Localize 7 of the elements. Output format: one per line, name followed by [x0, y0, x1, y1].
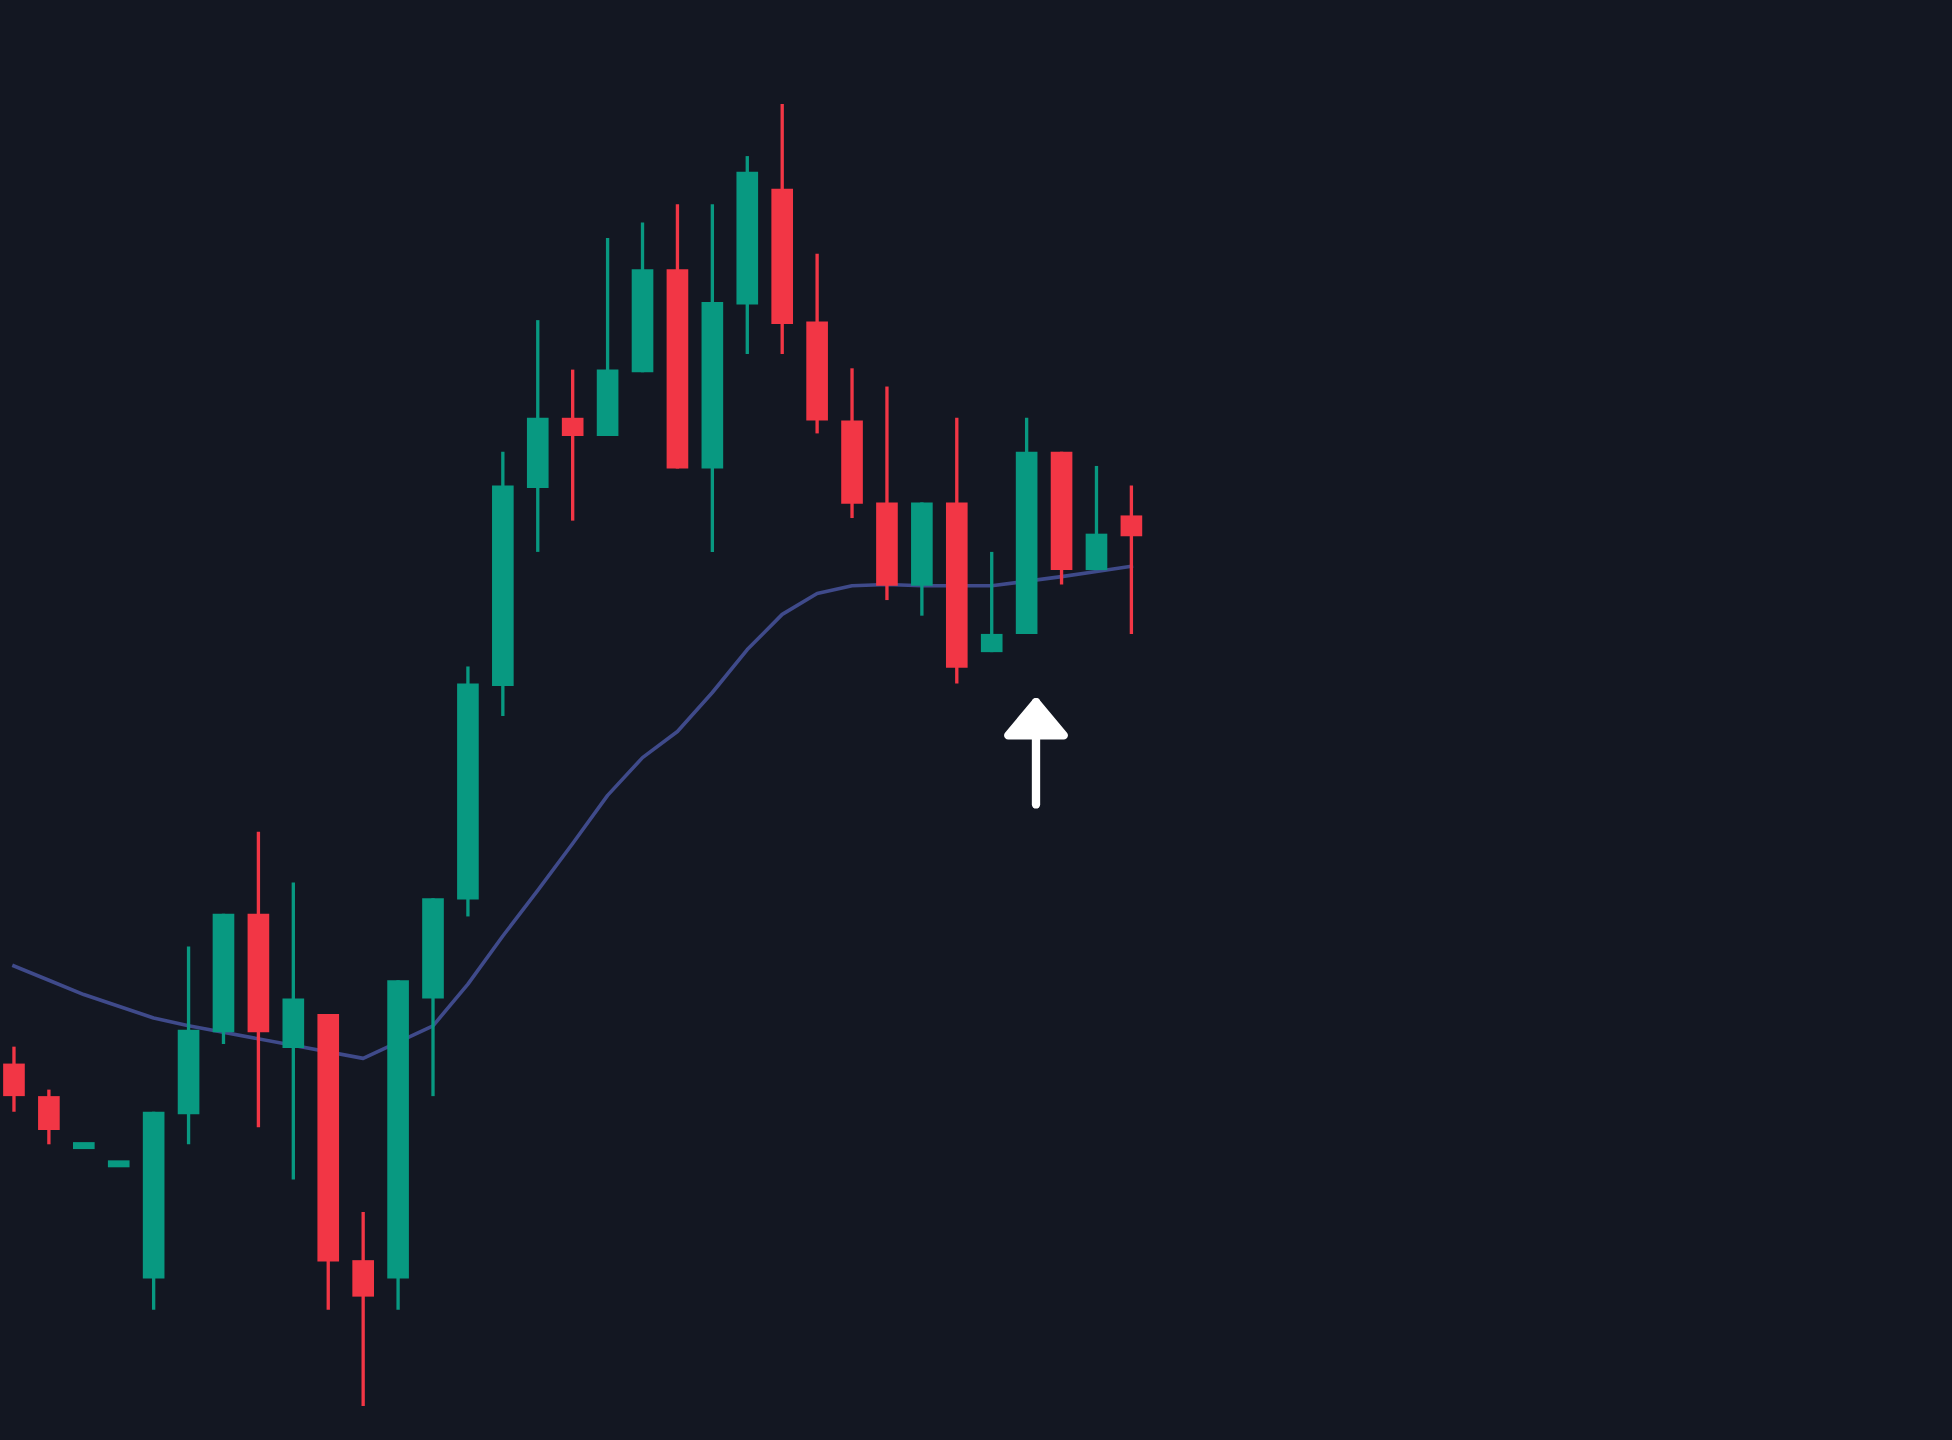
- candlestick: [1085, 464, 1108, 572]
- candlestick: [352, 1210, 374, 1408]
- candlestick: [561, 367, 584, 523]
- candlestick: [980, 550, 1003, 654]
- candlestick: [3, 1044, 25, 1114]
- candlestick: [38, 1087, 60, 1146]
- candlestick: [1120, 483, 1143, 636]
